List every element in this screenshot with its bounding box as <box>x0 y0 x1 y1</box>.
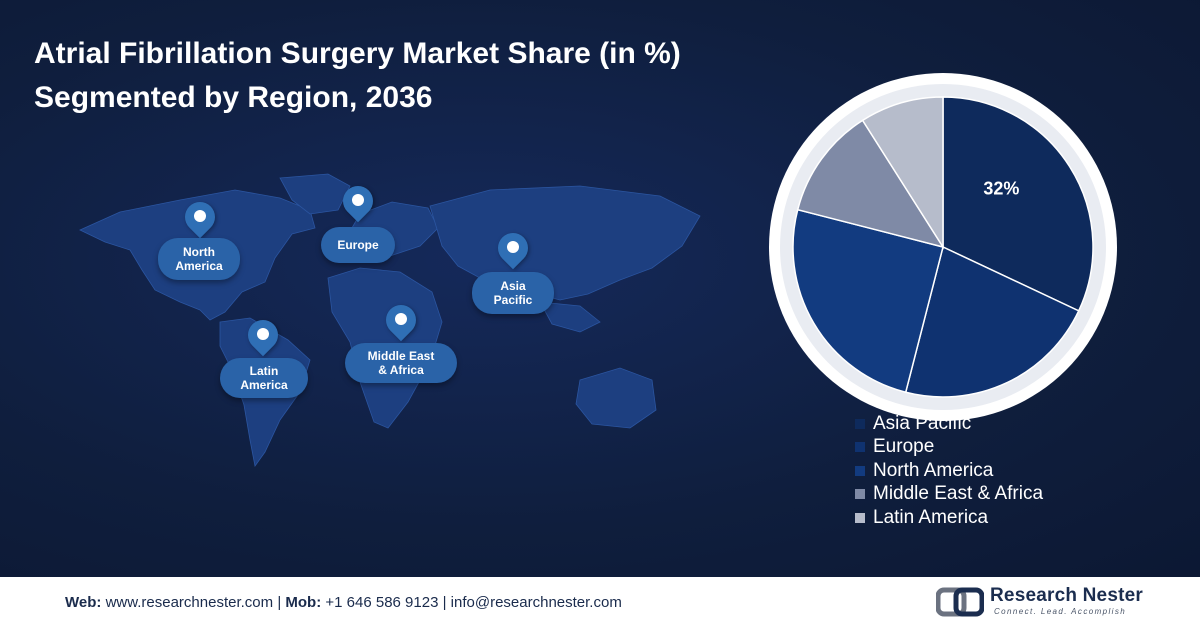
email-link[interactable]: info@researchnester.com <box>450 594 622 611</box>
map-pin-icon <box>178 195 222 242</box>
legend-label: Asia Pacific <box>873 412 972 434</box>
legend-item: North America <box>855 459 1043 483</box>
pie-slice-value-label: 32% <box>983 179 1019 199</box>
map-landmass-greenland <box>279 173 351 215</box>
region-label-asia-pacific: Asia Pacific <box>472 272 554 314</box>
pie-chart: 32% <box>769 73 1117 421</box>
legend-swatch <box>855 418 865 429</box>
region-label-latin-america: Latin America <box>220 358 308 398</box>
research-nester-logo-icon <box>936 587 984 617</box>
research-nester-logo: Research Nester Connect. Lead. Accomplis… <box>936 585 1176 621</box>
legend-label: Latin America <box>873 506 989 528</box>
footer-bar: Web: www.researchnester.com | Mob: +1 64… <box>0 577 1200 628</box>
chart-title-line-1: Atrial Fibrillation Surgery Market Share… <box>34 37 681 70</box>
pie-slice-europe <box>904 245 1080 398</box>
web-link[interactable]: www.researchnester.com <box>105 594 274 611</box>
contact-info: Web: www.researchnester.com | Mob: +1 64… <box>65 594 622 611</box>
legend-label: North America <box>873 459 994 481</box>
map-landmass-southeast-asia <box>539 301 601 333</box>
world-map <box>79 173 701 467</box>
legend-label: Europe <box>873 436 935 458</box>
separator-1: | <box>277 594 282 611</box>
map-landmass-asia <box>429 185 701 301</box>
legend-swatch <box>855 442 865 453</box>
map-pin-icon <box>491 226 535 273</box>
chart-legend: Asia Pacific Europe North America Middle Ea… <box>855 412 1043 530</box>
legend-label: Middle East & Africa <box>873 483 1044 505</box>
web-label: Web: <box>65 594 102 611</box>
pie-slice-latin-america <box>861 96 944 250</box>
map-pin-icon <box>336 179 380 226</box>
separator-2: | <box>442 594 447 611</box>
pie-slice-labels: 32% <box>983 179 1019 199</box>
legend-item: Latin America <box>855 506 1043 530</box>
legend-swatch <box>855 512 865 523</box>
chart-title: Atrial Fibrillation Surgery Market Share… <box>34 32 681 120</box>
mob-label: Mob: <box>285 594 322 611</box>
pie-slice-north-america <box>792 208 944 394</box>
brand-name: Research Nester <box>990 585 1143 606</box>
brand-tagline: Connect. Lead. Accomplish <box>994 607 1127 616</box>
region-label-middle-east-africa: Middle East & Africa <box>345 343 457 383</box>
pie-slices <box>792 96 1094 398</box>
infographic-panel: Atrial Fibrillation Surgery Market Share… <box>0 0 1200 577</box>
mobile-number: +1 646 586 9123 <box>325 594 439 611</box>
pie-slice-middle-east-africa <box>796 119 945 249</box>
legend-item: Middle East & Africa <box>855 483 1043 507</box>
legend-item: Europe <box>855 436 1043 460</box>
pie-slice-asia-pacific <box>942 96 1094 312</box>
legend-swatch <box>855 465 865 476</box>
map-pin-icon <box>379 298 423 345</box>
map-landmass-australia <box>575 367 657 429</box>
region-label-north-america: North America <box>158 238 240 280</box>
chart-title-line-2: Segmented by Region, 2036 <box>34 81 433 114</box>
legend-item: Asia Pacific <box>855 412 1043 436</box>
map-pin-icon <box>241 313 285 360</box>
legend-swatch <box>855 489 865 500</box>
region-label-europe: Europe <box>321 227 395 263</box>
